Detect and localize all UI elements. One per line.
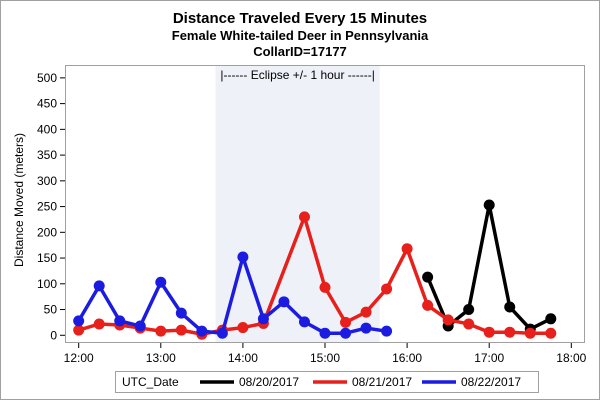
eclipse-band [215, 65, 380, 343]
data-point [319, 281, 331, 293]
x-tick-label: 12:00 [64, 351, 94, 365]
data-point [114, 315, 126, 327]
plot-frame [65, 65, 585, 343]
x-tick-label: 13:00 [146, 351, 176, 365]
y-axis: 0 50 100 150 200 250 300 350 400 450 500 [37, 71, 65, 342]
series-line [76, 255, 389, 335]
data-point [483, 199, 495, 211]
x-tick-label: 14:00 [228, 351, 258, 365]
y-tick-label: 0 [50, 328, 57, 342]
data-point [545, 313, 557, 325]
plot-area-border [65, 65, 585, 343]
legend: UTC_Date 08/20/2017 08/21/2017 08/22/2017 [115, 371, 539, 393]
y-tick-label: 150 [37, 251, 57, 265]
data-point [237, 322, 249, 334]
data-point [381, 283, 393, 295]
y-tick-label: 350 [37, 148, 57, 162]
data-point [278, 296, 290, 308]
data-point [216, 327, 228, 339]
data-point [93, 280, 105, 292]
data-point [155, 276, 167, 288]
legend-title: UTC_Date [122, 375, 179, 389]
data-point [360, 322, 372, 334]
legend-entries: 08/20/2017 08/21/2017 08/22/2017 [200, 375, 521, 389]
data-point [360, 306, 372, 318]
eclipse-band-layer: |------ Eclipse +/- 1 hour ------| [215, 65, 380, 343]
data-point [298, 316, 310, 328]
data-point [237, 251, 249, 263]
data-point [381, 325, 393, 337]
chart-title: Distance Traveled Every 15 Minutes [173, 10, 427, 27]
data-point [175, 324, 187, 336]
data-point [524, 327, 536, 339]
legend-entry-label: 08/22/2017 [461, 375, 521, 389]
data-point [196, 325, 208, 337]
x-tick-label: 15:00 [310, 351, 340, 365]
series-3 [73, 251, 393, 339]
x-tick-label: 16:00 [392, 351, 422, 365]
data-point [319, 327, 331, 339]
data-point [93, 318, 105, 330]
data-point [257, 313, 269, 325]
data-point [463, 304, 475, 316]
data-point [340, 316, 352, 328]
y-tick-label: 100 [37, 277, 57, 291]
data-point [422, 299, 434, 311]
y-axis-label: Distance Moved (meters) [12, 133, 26, 267]
data-point [401, 243, 413, 255]
y-tick-label: 450 [37, 97, 57, 111]
y-tick-label: 200 [37, 225, 57, 239]
data-point [73, 324, 85, 336]
series-layer [73, 199, 557, 340]
eclipse-annotation: |------ Eclipse +/- 1 hour ------| [220, 68, 375, 82]
data-point [442, 314, 454, 326]
data-point [463, 318, 475, 330]
data-point [134, 320, 146, 332]
data-point [504, 326, 516, 338]
data-point [340, 327, 352, 339]
y-tick-label: 300 [37, 174, 57, 188]
data-point [483, 326, 495, 338]
y-tick-label: 500 [37, 71, 57, 85]
legend-entry-label: 08/20/2017 [239, 375, 299, 389]
y-tick-label: 250 [37, 200, 57, 214]
data-point [545, 327, 557, 339]
chart-subtitle: Female White-tailed Deer in Pennsylvania [172, 28, 429, 43]
data-point [422, 271, 434, 283]
data-point [155, 325, 167, 337]
data-point [504, 301, 516, 313]
x-axis: 12:00 13:00 14:00 15:00 16:00 17:00 18:00 [64, 343, 587, 365]
data-point [298, 211, 310, 223]
data-point [73, 315, 85, 327]
y-tick-label: 400 [37, 122, 57, 136]
legend-entry-label: 08/21/2017 [352, 375, 412, 389]
x-tick-label: 18:00 [556, 351, 586, 365]
x-tick-label: 17:00 [474, 351, 504, 365]
chart-subtitle-collar: CollarID=17177 [253, 44, 347, 59]
data-point [175, 307, 187, 319]
y-tick-label: 50 [44, 303, 58, 317]
